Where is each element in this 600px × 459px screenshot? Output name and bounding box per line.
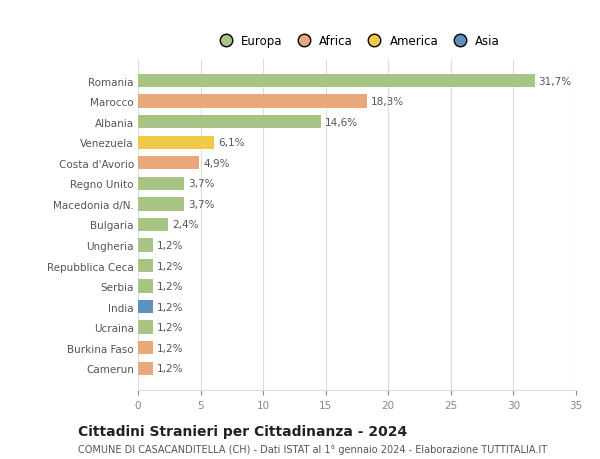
Text: 1,2%: 1,2% (157, 323, 183, 332)
Text: 31,7%: 31,7% (538, 76, 572, 86)
Text: 18,3%: 18,3% (371, 97, 404, 107)
Text: Cittadini Stranieri per Cittadinanza - 2024: Cittadini Stranieri per Cittadinanza - 2… (78, 425, 407, 438)
Text: 1,2%: 1,2% (157, 343, 183, 353)
Bar (138, 341, 153, 355)
Bar (138, 218, 168, 232)
Bar (138, 259, 153, 273)
Text: 14,6%: 14,6% (325, 118, 358, 127)
Bar (138, 75, 535, 88)
Text: 1,2%: 1,2% (157, 261, 183, 271)
Text: 3,7%: 3,7% (188, 199, 215, 209)
Text: 3,7%: 3,7% (188, 179, 215, 189)
Bar (138, 280, 153, 293)
Bar (138, 116, 321, 129)
Bar (138, 362, 153, 375)
Text: 1,2%: 1,2% (157, 364, 183, 374)
Text: COMUNE DI CASACANDITELLA (CH) - Dati ISTAT al 1° gennaio 2024 - Elaborazione TUT: COMUNE DI CASACANDITELLA (CH) - Dati IST… (78, 444, 547, 454)
Text: 4,9%: 4,9% (203, 158, 230, 168)
Bar (138, 136, 214, 150)
Text: 1,2%: 1,2% (157, 281, 183, 291)
Bar (138, 198, 184, 211)
Bar (138, 239, 153, 252)
Text: 1,2%: 1,2% (157, 302, 183, 312)
Text: 2,4%: 2,4% (172, 220, 198, 230)
Bar (138, 157, 199, 170)
Bar (138, 177, 184, 190)
Legend: Europa, Africa, America, Asia: Europa, Africa, America, Asia (212, 33, 502, 50)
Bar (138, 300, 153, 313)
Bar (138, 321, 153, 334)
Text: 6,1%: 6,1% (218, 138, 245, 148)
Text: 1,2%: 1,2% (157, 241, 183, 251)
Bar (138, 95, 367, 108)
